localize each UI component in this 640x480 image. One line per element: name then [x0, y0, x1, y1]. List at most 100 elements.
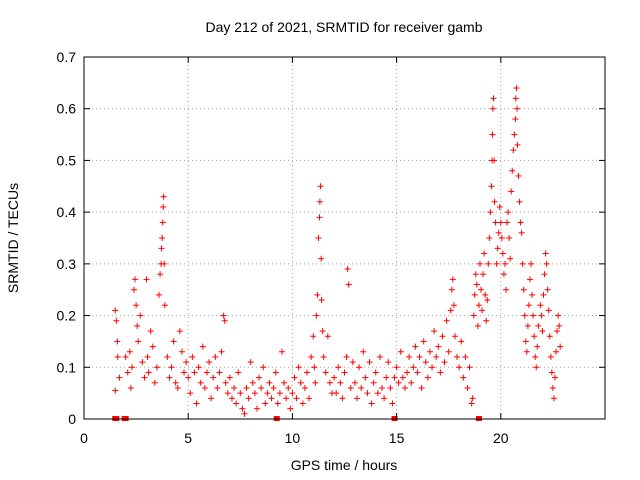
data-point	[243, 384, 250, 391]
data-point	[519, 260, 526, 267]
data-point	[247, 359, 254, 366]
data-point	[476, 260, 483, 267]
data-point	[513, 85, 520, 92]
data-point	[362, 374, 369, 381]
data-point	[317, 183, 324, 190]
data-point	[124, 369, 131, 376]
data-point	[445, 348, 452, 355]
data-point	[291, 374, 298, 381]
data-point	[166, 374, 173, 381]
data-point	[389, 400, 396, 407]
data-point	[538, 312, 545, 319]
data-point	[420, 338, 427, 345]
data-point	[311, 364, 318, 371]
data-point	[501, 260, 508, 267]
data-point	[399, 374, 406, 381]
data-point	[256, 374, 263, 381]
axis-ticks: 0 0.1 0.2 0.3 0.4 0.5 0.6 0.7 0 5 10 15 20	[57, 49, 605, 446]
data-point	[331, 374, 338, 381]
data-point	[487, 209, 494, 216]
data-point	[393, 364, 400, 371]
data-point	[312, 379, 319, 386]
data-point	[159, 219, 166, 226]
y-tick-label: 0.2	[57, 308, 77, 324]
data-point	[114, 353, 121, 360]
data-point	[144, 353, 151, 360]
x-tick-label: 10	[285, 430, 301, 446]
data-point	[441, 359, 448, 366]
data-point	[512, 95, 519, 102]
data-point	[127, 384, 134, 391]
data-point	[310, 333, 317, 340]
data-point	[553, 348, 560, 355]
data-point	[160, 193, 167, 200]
data-point	[224, 390, 231, 397]
data-point	[272, 369, 279, 376]
data-point	[412, 343, 419, 350]
data-point	[212, 353, 219, 360]
data-point	[360, 348, 367, 355]
data-point	[533, 364, 540, 371]
data-point	[126, 348, 133, 355]
data-point	[191, 369, 198, 376]
data-point	[208, 395, 215, 402]
data-point	[316, 214, 323, 221]
x-tick-label: 5	[184, 430, 192, 446]
data-point	[206, 359, 213, 366]
data-point	[406, 353, 413, 360]
x-tick-label: 20	[493, 430, 509, 446]
data-point	[370, 379, 377, 386]
data-point	[456, 364, 463, 371]
data-point	[287, 405, 294, 412]
data-point	[435, 343, 442, 350]
data-point	[521, 312, 528, 319]
data-point	[149, 343, 156, 350]
data-point	[274, 400, 281, 407]
data-point	[178, 348, 185, 355]
data-point	[424, 374, 431, 381]
data-point	[164, 353, 171, 360]
data-point	[429, 364, 436, 371]
data-point	[547, 353, 554, 360]
data-point	[383, 374, 390, 381]
data-point	[447, 307, 454, 314]
data-point	[397, 348, 404, 355]
data-point	[499, 250, 506, 257]
data-point	[517, 219, 524, 226]
y-tick-label: 0.1	[57, 359, 77, 375]
data-point	[268, 395, 275, 402]
data-point	[462, 353, 469, 360]
data-point	[379, 384, 386, 391]
data-point	[543, 260, 550, 267]
data-points	[112, 85, 564, 417]
data-point	[351, 379, 358, 386]
data-point	[326, 379, 333, 386]
data-point	[474, 322, 481, 329]
data-point	[295, 364, 302, 371]
data-point	[391, 374, 398, 381]
data-point	[464, 384, 471, 391]
data-point	[318, 297, 325, 304]
data-point	[135, 338, 142, 345]
data-point	[153, 364, 160, 371]
data-point	[133, 302, 140, 309]
data-point	[439, 333, 446, 340]
data-point	[422, 359, 429, 366]
data-point	[516, 198, 523, 205]
data-point	[341, 369, 348, 376]
data-point	[426, 348, 433, 355]
data-point	[222, 379, 229, 386]
data-point	[514, 141, 521, 148]
data-point	[285, 384, 292, 391]
data-point	[458, 338, 465, 345]
data-point	[264, 390, 271, 397]
data-point	[189, 353, 196, 360]
data-point	[315, 235, 322, 241]
data-point	[218, 348, 225, 355]
data-point	[289, 390, 296, 397]
data-point	[497, 219, 504, 226]
data-point	[170, 338, 177, 345]
data-point	[433, 353, 440, 360]
data-point	[245, 395, 252, 402]
